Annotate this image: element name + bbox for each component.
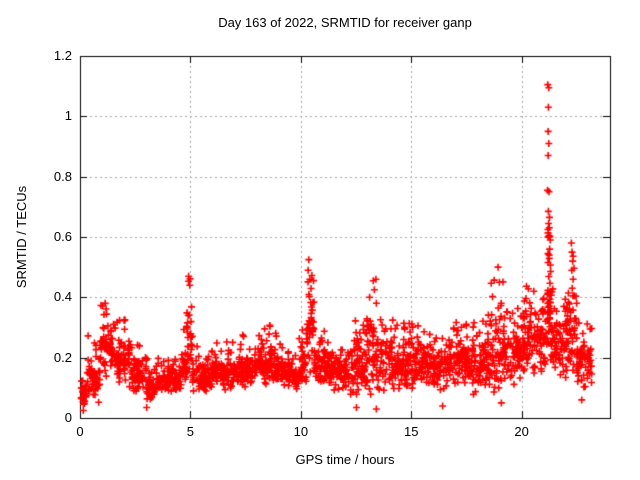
y-tick-label: 1.2: [53, 48, 72, 63]
y-tick-label: 0.6: [53, 229, 72, 244]
y-tick-label: 0.2: [53, 349, 72, 365]
x-tick-label: 15: [404, 424, 419, 439]
y-tick-label: 0.4: [53, 289, 72, 305]
chart-title: Day 163 of 2022, SRMTID for receiver gan…: [218, 15, 472, 30]
x-tick-label: 10: [293, 424, 309, 439]
x-tick-label: 5: [186, 424, 195, 439]
y-tick-label: 0.8: [53, 168, 72, 184]
y-tick-label: 0: [64, 410, 72, 425]
x-tick-label: 20: [514, 424, 529, 439]
x-axis-label: GPS time / hours: [295, 452, 395, 467]
x-tick-label: 0: [76, 424, 84, 439]
y-tick-label: 1: [64, 108, 72, 124]
